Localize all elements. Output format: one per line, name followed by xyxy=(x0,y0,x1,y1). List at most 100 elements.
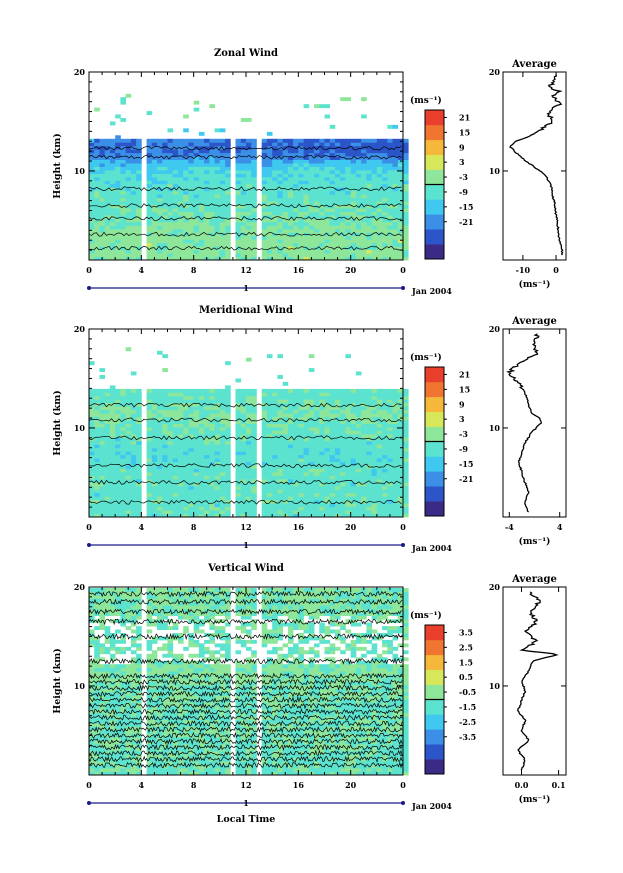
heatmap-cell xyxy=(261,208,268,212)
heatmap-cell xyxy=(371,416,378,421)
heatmap-cell xyxy=(204,194,210,199)
heatmap-cell xyxy=(162,461,168,466)
heatmap-cell xyxy=(282,395,289,400)
heatmap-cell xyxy=(319,454,325,459)
heatmap-cell xyxy=(287,232,294,237)
heatmap-cell xyxy=(350,235,357,240)
heatmap-cell xyxy=(136,232,142,237)
heatmap-cell xyxy=(240,399,247,404)
heatmap-cell xyxy=(188,454,194,459)
heatmap-cell xyxy=(314,166,320,171)
heatmap-cell xyxy=(392,208,399,212)
heatmap-cell xyxy=(371,249,378,254)
heatmap-cell xyxy=(120,489,126,494)
heatmap-cell xyxy=(251,461,257,466)
heatmap-cell xyxy=(99,423,106,428)
heatmap-cell xyxy=(403,183,409,188)
heatmap-cell xyxy=(188,478,194,483)
heatmap-cell xyxy=(151,478,158,483)
heatmap-cell xyxy=(308,163,315,167)
heatmap-cell xyxy=(89,156,95,160)
heatmap-cell xyxy=(272,409,278,414)
heatmap-cell xyxy=(219,485,226,490)
heatmap-cell xyxy=(329,163,336,167)
heatmap-cell xyxy=(214,190,221,195)
colorbar-segment xyxy=(425,244,444,260)
heatmap-cell xyxy=(345,447,351,452)
heatmap-cell xyxy=(298,402,304,407)
heatmap-cell xyxy=(371,451,378,456)
colorbar-segment xyxy=(425,441,444,457)
heatmap-cell xyxy=(355,423,362,428)
heatmap-cell xyxy=(219,468,226,473)
heatmap-cell xyxy=(151,423,158,428)
heatmap-cell xyxy=(120,156,126,160)
heatmap-cell xyxy=(130,608,137,613)
heatmap-cell xyxy=(314,461,320,466)
heatmap-cell xyxy=(151,454,158,459)
heatmap-cell xyxy=(235,225,242,230)
heatmap-cell xyxy=(193,218,200,223)
heatmap-cell xyxy=(89,633,95,637)
heatmap-cell xyxy=(120,149,126,154)
heatmap-cell xyxy=(314,485,320,490)
heatmap-cell xyxy=(403,447,409,452)
heatmap-cell xyxy=(345,503,351,507)
heatmap-cell xyxy=(382,496,388,501)
heatmap-cell xyxy=(240,454,247,459)
heatmap-cell xyxy=(246,427,252,431)
heatmap-cell xyxy=(115,211,121,216)
heatmap-cell xyxy=(303,409,310,414)
heatmap-cell xyxy=(345,183,351,188)
heatmap-cell xyxy=(403,249,409,254)
heatmap-cell xyxy=(376,506,383,511)
heatmap-cell xyxy=(94,681,100,686)
heatmap-cell xyxy=(272,430,278,435)
heatmap-cell xyxy=(340,183,346,188)
heatmap-cell xyxy=(120,395,126,400)
heatmap-cell xyxy=(277,218,283,223)
heatmap-cell xyxy=(125,232,132,237)
heatmap-cell xyxy=(99,392,106,397)
heatmap-cell xyxy=(266,152,273,157)
heatmap-cell xyxy=(235,228,242,233)
heatmap-cell xyxy=(240,395,247,400)
heatmap-cell xyxy=(382,235,388,240)
heatmap-cell xyxy=(94,454,100,459)
heatmap-cell xyxy=(277,225,283,230)
heatmap-cell xyxy=(246,118,252,122)
heatmap-cell xyxy=(329,475,336,480)
heatmap-cell xyxy=(361,444,367,449)
heatmap-cell xyxy=(403,170,409,174)
heatmap-cell xyxy=(198,225,205,230)
heatmap-cell xyxy=(314,499,320,504)
heatmap-cell xyxy=(104,163,111,167)
heatmap-cell xyxy=(387,478,393,483)
heatmap-cell xyxy=(172,496,179,501)
heatmap-cell xyxy=(172,201,179,205)
heatmap-cell xyxy=(345,256,351,261)
heatmap-cell xyxy=(89,705,95,710)
heatmap-cell xyxy=(355,197,362,202)
heatmap-cell xyxy=(277,388,283,393)
heatmap-cell xyxy=(246,142,252,147)
heatmap-cell xyxy=(99,215,106,219)
heatmap-cell xyxy=(350,472,357,476)
heatmap-cell xyxy=(387,492,393,497)
date-label: Jan 2004 xyxy=(411,543,452,553)
heatmap-cell xyxy=(382,145,388,150)
heatmap-cell xyxy=(345,159,351,164)
heatmap-cell xyxy=(120,246,126,250)
heatmap-cell xyxy=(115,114,121,119)
heatmap-cell xyxy=(136,750,142,755)
heatmap-cell xyxy=(361,506,367,511)
heatmap-cell xyxy=(157,152,163,157)
heatmap-cell xyxy=(214,513,221,518)
heatmap-cell xyxy=(355,225,362,230)
heatmap-cell xyxy=(146,485,153,490)
x-tick-label: 0 xyxy=(86,522,92,532)
heatmap-cell xyxy=(183,228,189,233)
heatmap-cell xyxy=(355,194,362,199)
average-x-unit: (ms⁻¹) xyxy=(519,279,551,290)
heatmap-cell xyxy=(99,142,106,147)
